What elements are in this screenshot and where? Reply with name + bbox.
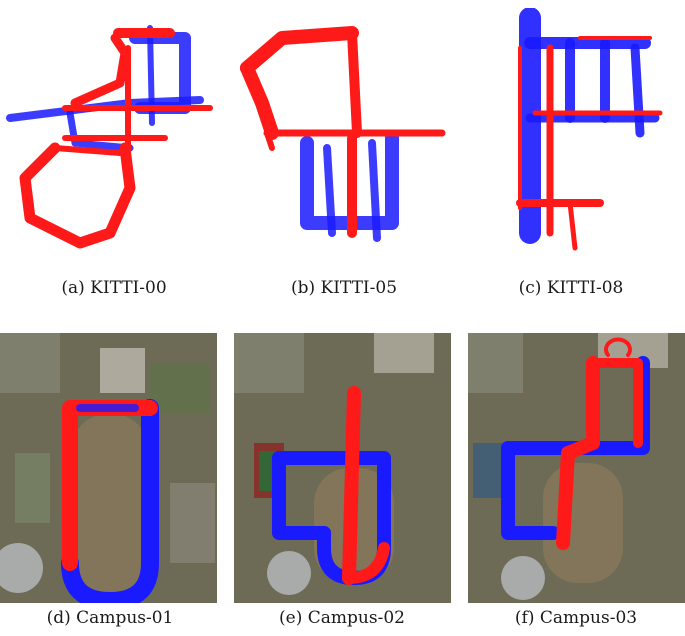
caption-e: (e) Campus-02 [279,608,405,628]
panel-kitti-00 [0,8,225,258]
kitti-05-map [240,26,446,242]
campus-02-map [234,333,451,603]
caption-a: (a) KITTI-00 [61,278,167,298]
panel-campus-03 [468,333,685,603]
panel-campus-01 [0,333,217,603]
map-a-trajectory [19,28,213,249]
map-a-trajectory [588,358,643,448]
kitti-00-map [6,25,213,249]
caption-b: (b) KITTI-05 [290,278,398,298]
panel-kitti-08 [460,8,685,258]
caption-d: (d) Campus-01 [46,608,174,628]
campus-03-map [468,333,685,603]
caption-c: (c) KITTI-08 [518,278,624,298]
panel-campus-02 [234,333,451,603]
panel-kitti-05 [232,8,457,258]
map-a-trajectory [516,36,663,251]
caption-f: (f) Campus-03 [514,608,638,628]
map-a-trajectory [342,386,361,585]
campus-01-map [0,333,217,603]
map-b-trajectory [61,399,159,603]
kitti-08-map [516,8,663,251]
map-a-trajectory [240,26,446,238]
